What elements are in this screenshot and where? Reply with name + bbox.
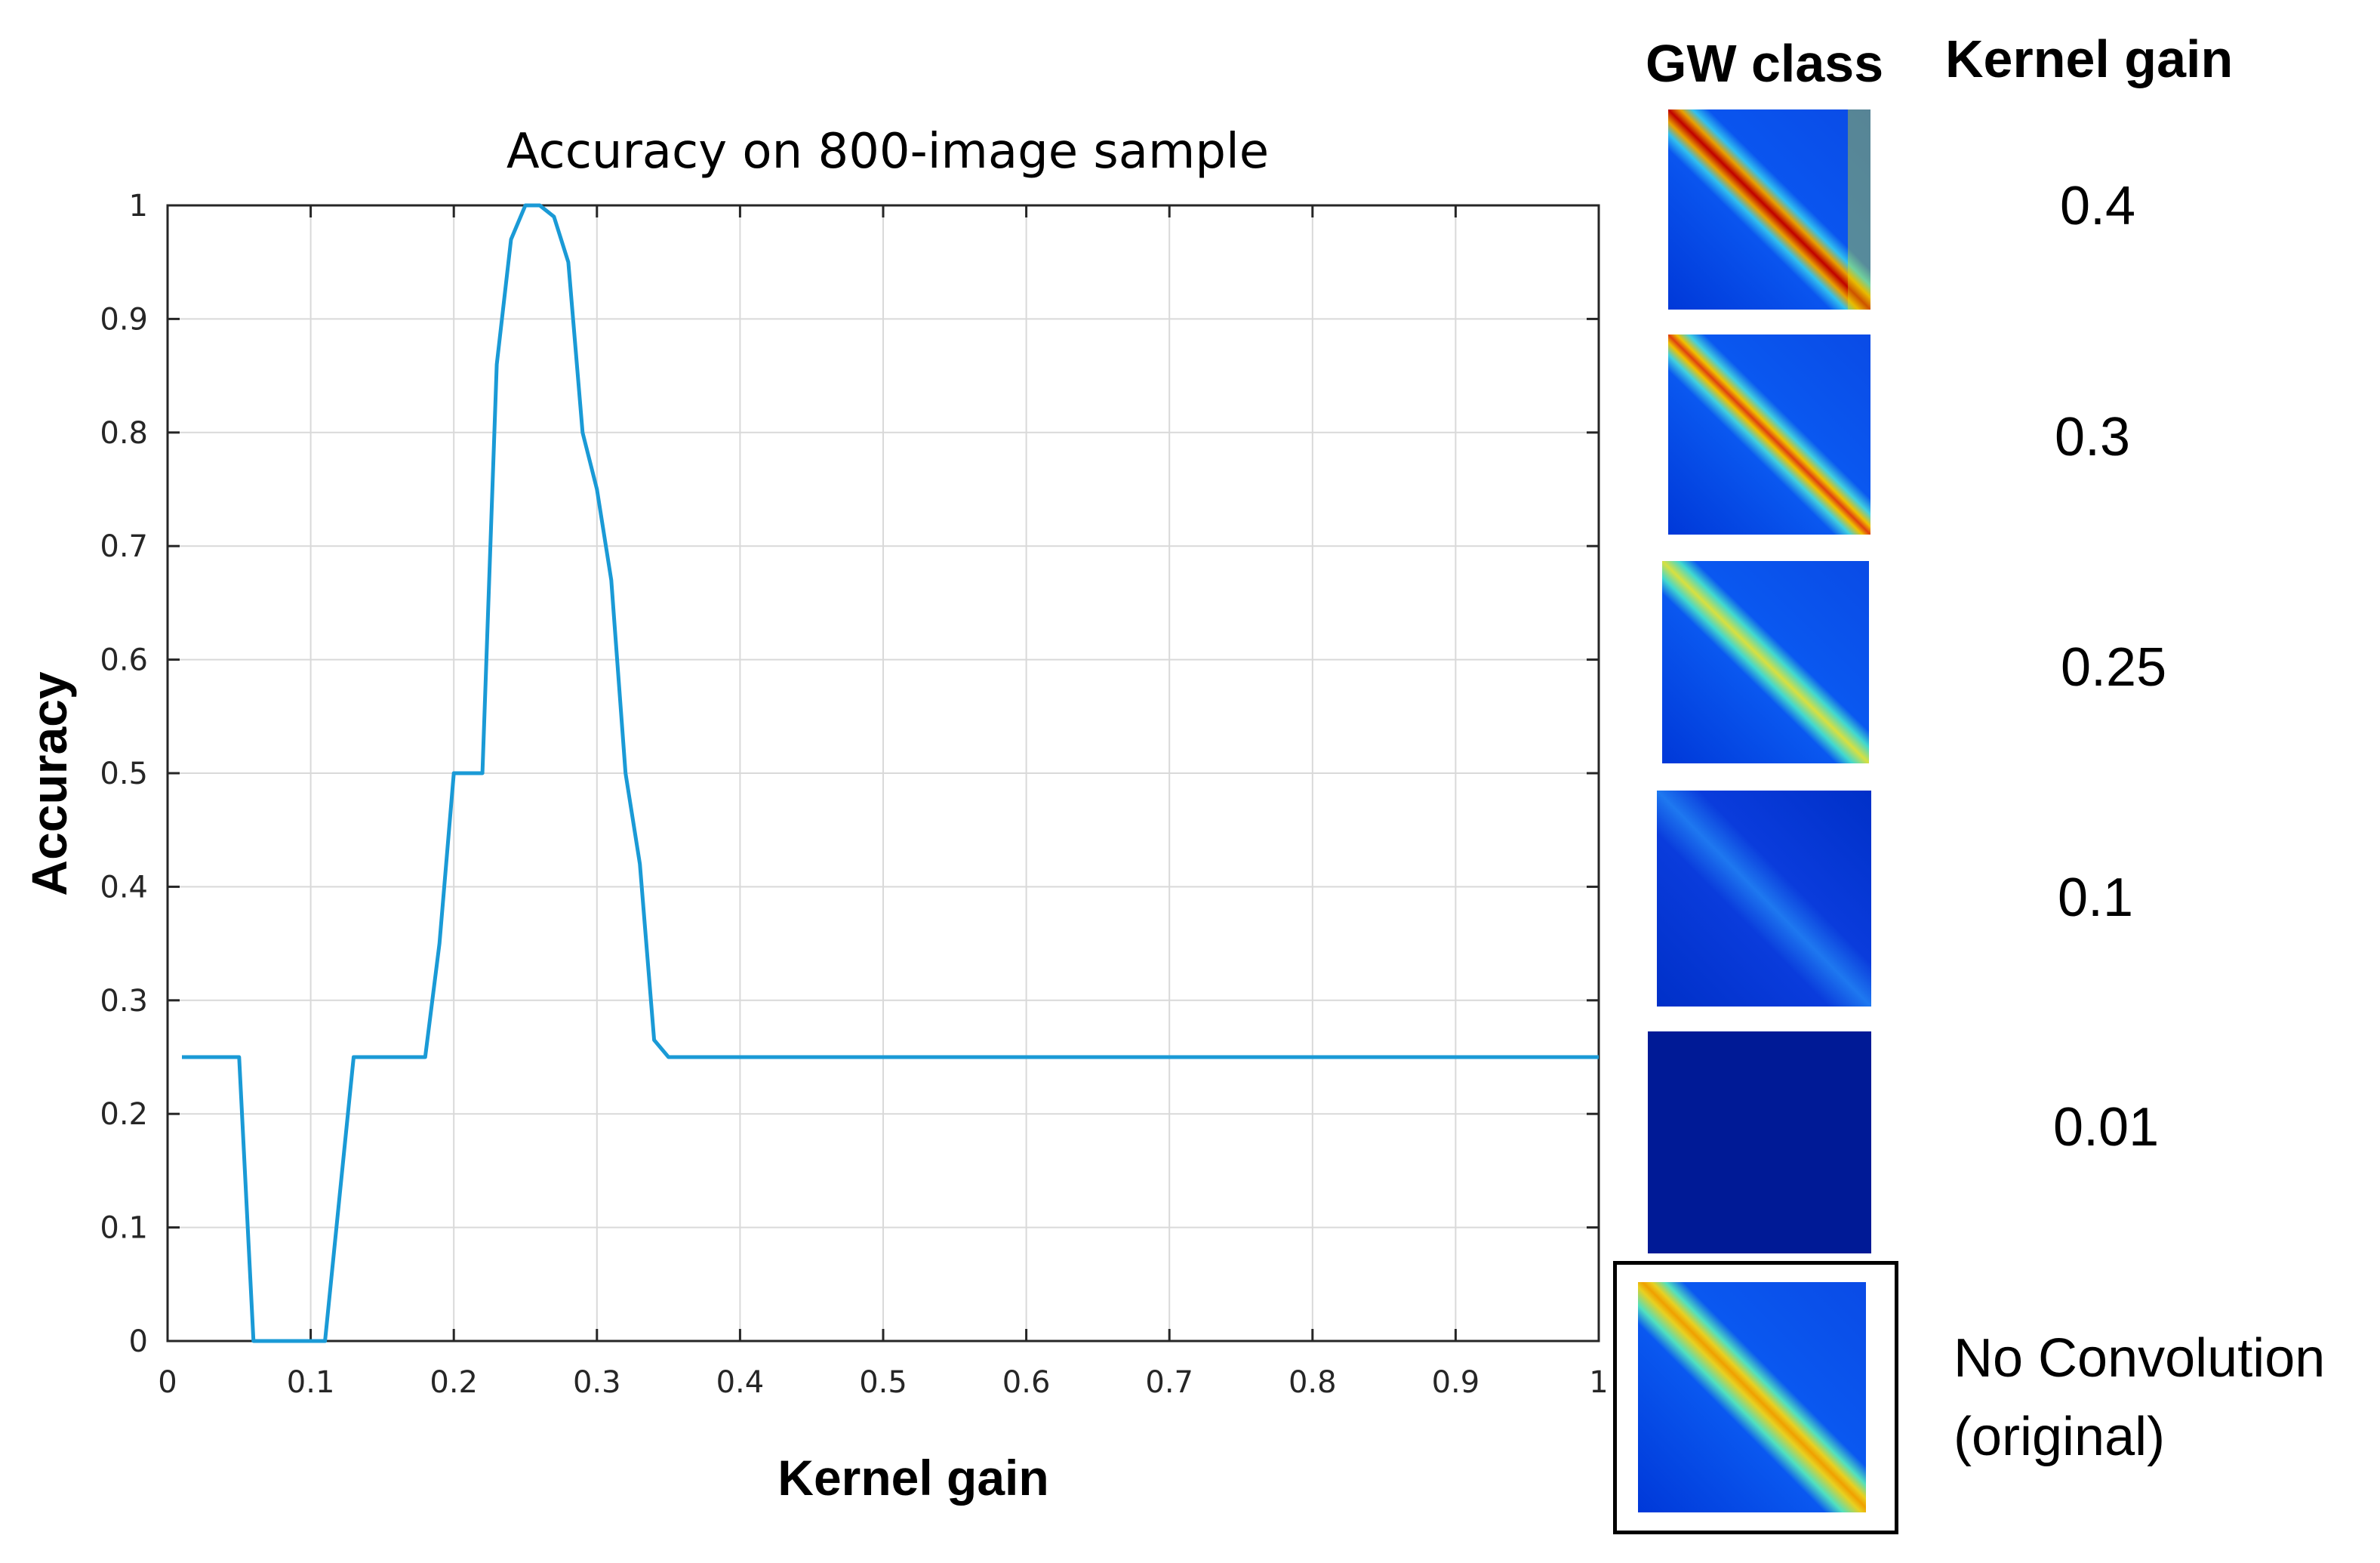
x-axis-label: Kernel gain — [777, 1450, 1048, 1506]
y-tick-label: 0.8 — [100, 416, 148, 451]
original-highlight-frame — [1613, 1261, 1898, 1534]
y-tick-label: 1 — [129, 189, 148, 224]
y-tick-labels: 0 0.1 0.2 0.3 0.4 0.5 0.6 0.7 0.8 0.9 1 — [100, 189, 148, 1359]
gain-value-no-convolution: No Convolution — [1954, 1328, 2326, 1389]
thumbnail-gain-0.25 — [1662, 561, 1869, 763]
x-tick-label: 0.7 — [1145, 1365, 1193, 1400]
accuracy-series-line — [182, 203, 1599, 1343]
y-tick-label: 0.6 — [100, 643, 148, 678]
x-tick-label: 0 — [158, 1365, 177, 1400]
gain-value-0.25: 0.25 — [2061, 637, 2167, 698]
gain-value-0.1: 0.1 — [2058, 868, 2134, 928]
x-tick-label: 0.5 — [859, 1365, 907, 1400]
x-tick-labels: 0 0.1 0.2 0.3 0.4 0.5 0.6 0.7 0.8 0.9 1 — [158, 1365, 1608, 1400]
y-tick-label: 0.3 — [100, 984, 148, 1019]
y-tick-label: 0.5 — [100, 757, 148, 791]
chart-title: Accuracy on 800-image sample — [506, 124, 1269, 180]
x-tick-label: 0.6 — [1002, 1365, 1051, 1400]
gain-value-original: (original) — [1954, 1407, 2166, 1467]
y-tick-label: 0.7 — [100, 529, 148, 564]
gw-class-header: GW class — [1646, 34, 1884, 93]
thumbnail-gain-0.01 — [1648, 1031, 1871, 1253]
thumbnail-gain-0.1 — [1657, 791, 1871, 1007]
thumbnail-gain-0.3 — [1668, 334, 1870, 535]
y-tick-label: 0.4 — [100, 870, 148, 905]
y-tick-label: 0.1 — [100, 1211, 148, 1246]
gain-value-0.3: 0.3 — [2055, 407, 2131, 467]
axis-ticks — [166, 204, 1600, 1343]
x-tick-label: 0.2 — [430, 1365, 478, 1400]
y-tick-label: 0.9 — [100, 302, 148, 337]
thumbnail-original — [1638, 1282, 1866, 1512]
x-tick-label: 0.1 — [287, 1365, 335, 1400]
thumbnail-gain-0.4 — [1668, 109, 1870, 310]
grid-lines — [167, 205, 1599, 1342]
y-axis-label: Accuracy — [21, 671, 77, 896]
x-tick-label: 1 — [1589, 1365, 1608, 1400]
x-tick-label: 0.9 — [1432, 1365, 1480, 1400]
kernel-gain-header: Kernel gain — [1945, 29, 2234, 88]
x-tick-label: 0.3 — [573, 1365, 621, 1400]
y-tick-label: 0 — [129, 1324, 148, 1359]
x-tick-label: 0.8 — [1289, 1365, 1337, 1400]
gain-value-0.4: 0.4 — [2060, 176, 2136, 236]
y-tick-label: 0.2 — [100, 1097, 148, 1132]
x-tick-label: 0.4 — [716, 1365, 765, 1400]
gain-value-0.01: 0.01 — [2053, 1097, 2160, 1158]
